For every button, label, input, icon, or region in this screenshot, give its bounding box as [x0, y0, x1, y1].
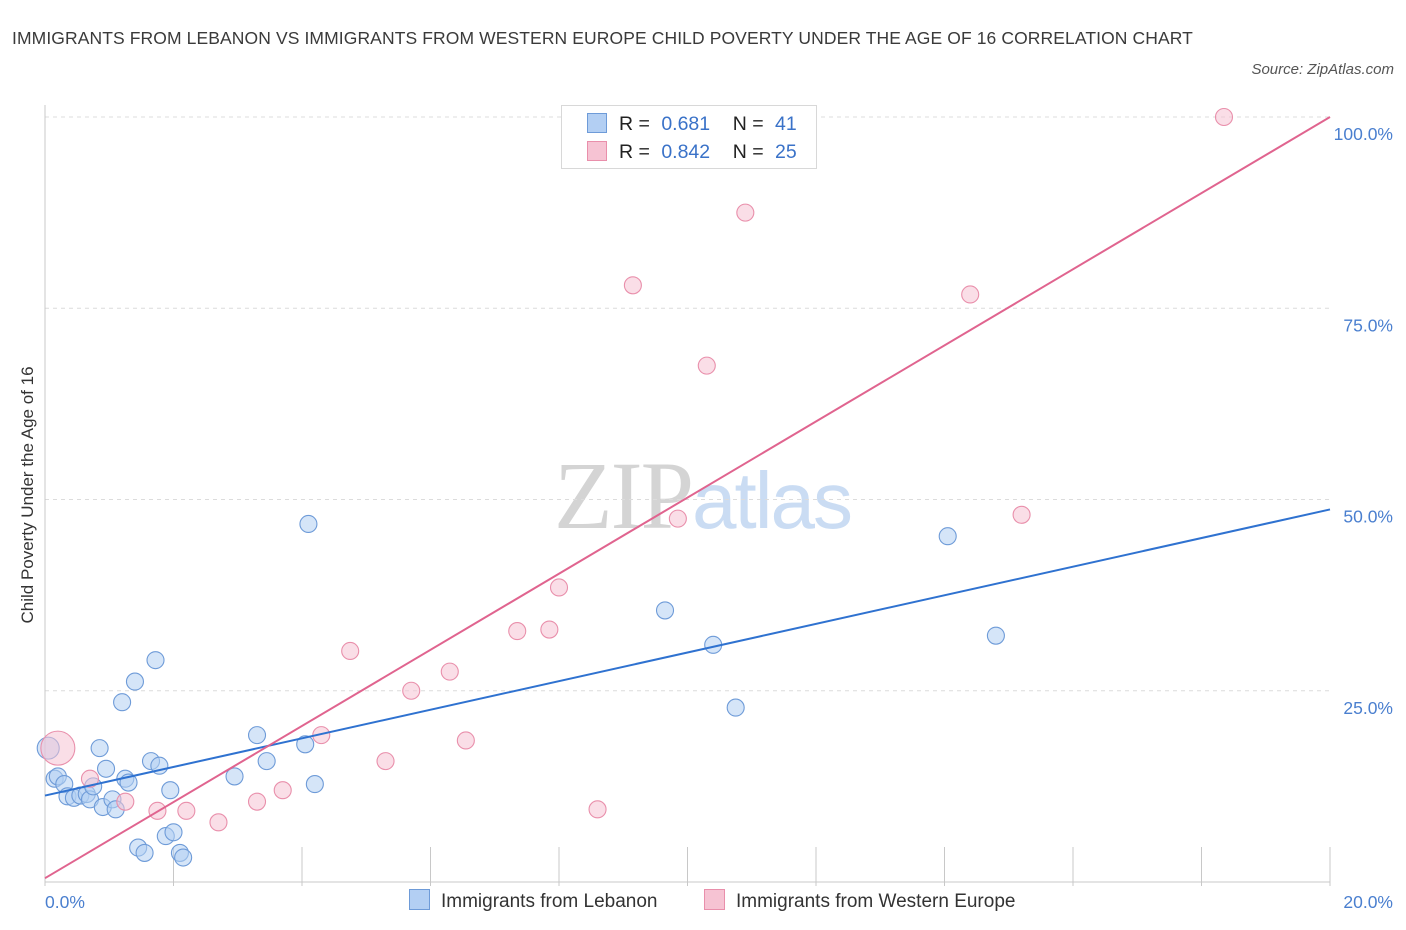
- data-point: [961, 285, 980, 304]
- watermark: ZIPatlas: [554, 440, 853, 551]
- legend-row-lebanon: R = 0.681 N = 41: [587, 113, 797, 137]
- watermark-atlas: atlas: [692, 456, 853, 545]
- data-point: [299, 514, 318, 534]
- series-western-europe-points: [40, 107, 1234, 832]
- bottom-legend-western-europe: Immigrants from Western Europe: [704, 889, 1015, 915]
- bottom-legend-label-western-europe: Immigrants from Western Europe: [736, 891, 1016, 912]
- data-point: [177, 801, 196, 820]
- data-point: [736, 203, 755, 222]
- legend-n-label: N =: [732, 113, 764, 135]
- series-lebanon-points: [36, 514, 1005, 867]
- data-point: [113, 693, 132, 712]
- data-point: [697, 356, 716, 375]
- bottom-legend-swatch-lebanon: [409, 889, 430, 910]
- data-point: [623, 276, 642, 295]
- legend-r-value: 0.842: [661, 141, 711, 163]
- x-tick-label: 0.0%: [45, 892, 85, 912]
- data-point: [305, 775, 324, 794]
- data-point: [726, 698, 745, 717]
- data-point: [164, 823, 183, 842]
- chart-title: IMMIGRANTS FROM LEBANON VS IMMIGRANTS FR…: [12, 28, 1193, 48]
- data-point: [296, 735, 315, 754]
- data-point: [146, 651, 165, 670]
- legend-r-label: R =: [619, 113, 650, 135]
- watermark-zip: ZIP: [554, 442, 694, 549]
- data-point: [273, 781, 292, 800]
- y-tick-label: 100.0%: [1334, 124, 1393, 144]
- data-point: [209, 813, 228, 832]
- y-tick-label: 75.0%: [1343, 315, 1393, 335]
- trend-line-lebanon: [44, 508, 1331, 797]
- data-point: [40, 730, 76, 766]
- data-point: [247, 792, 267, 811]
- data-point: [1012, 505, 1031, 524]
- legend-r-value: 0.681: [661, 113, 711, 135]
- data-point: [402, 681, 421, 700]
- trend-line-western-europe: [44, 116, 1331, 880]
- data-point: [655, 601, 675, 620]
- legend-n-label: N =: [732, 141, 764, 163]
- data-point: [174, 848, 193, 867]
- data-point: [1214, 107, 1234, 127]
- data-point: [376, 752, 395, 771]
- data-point: [135, 843, 154, 862]
- grid-lines: [45, 116, 1330, 692]
- y-tick-label: 25.0%: [1343, 698, 1393, 718]
- legend-r-label: R =: [619, 141, 650, 163]
- data-point: [588, 800, 607, 819]
- data-point: [80, 769, 100, 788]
- tick-labels: 25.0% 50.0% 75.0% 100.0% 0.0% 20.0%: [45, 124, 1393, 912]
- data-point: [90, 739, 109, 758]
- data-point: [341, 641, 360, 661]
- data-point: [440, 662, 459, 681]
- data-point: [125, 672, 144, 691]
- data-point: [540, 620, 559, 639]
- data-point: [161, 781, 180, 800]
- source-label: Source: ZipAtlas.com: [1251, 61, 1394, 78]
- data-point: [938, 527, 957, 546]
- data-point: [116, 792, 135, 811]
- data-point: [508, 622, 527, 641]
- legend-row-western-europe: R = 0.842 N = 25: [587, 141, 797, 165]
- legend-swatch-lebanon: [587, 113, 607, 133]
- bottom-legend-label-lebanon: Immigrants from Lebanon: [441, 891, 658, 912]
- correlation-legend: R = 0.681 N = 41 R = 0.842 N = 25: [561, 105, 817, 169]
- data-point: [456, 731, 475, 750]
- data-point: [247, 726, 267, 745]
- bottom-legend-swatch-western-europe: [704, 889, 725, 910]
- x-tick-label: 20.0%: [1343, 892, 1393, 912]
- data-point: [257, 752, 276, 771]
- legend-swatch-western-europe: [587, 141, 607, 161]
- data-point: [986, 626, 1005, 645]
- y-tick-label: 50.0%: [1343, 507, 1393, 527]
- bottom-legend-lebanon: Immigrants from Lebanon: [409, 889, 658, 915]
- data-point: [668, 509, 687, 528]
- data-point: [96, 759, 116, 778]
- legend-n-value: 25: [775, 141, 797, 163]
- data-point: [549, 578, 569, 597]
- legend-n-value: 41: [775, 113, 797, 135]
- trend-lines: [44, 116, 1331, 880]
- data-point: [225, 767, 244, 786]
